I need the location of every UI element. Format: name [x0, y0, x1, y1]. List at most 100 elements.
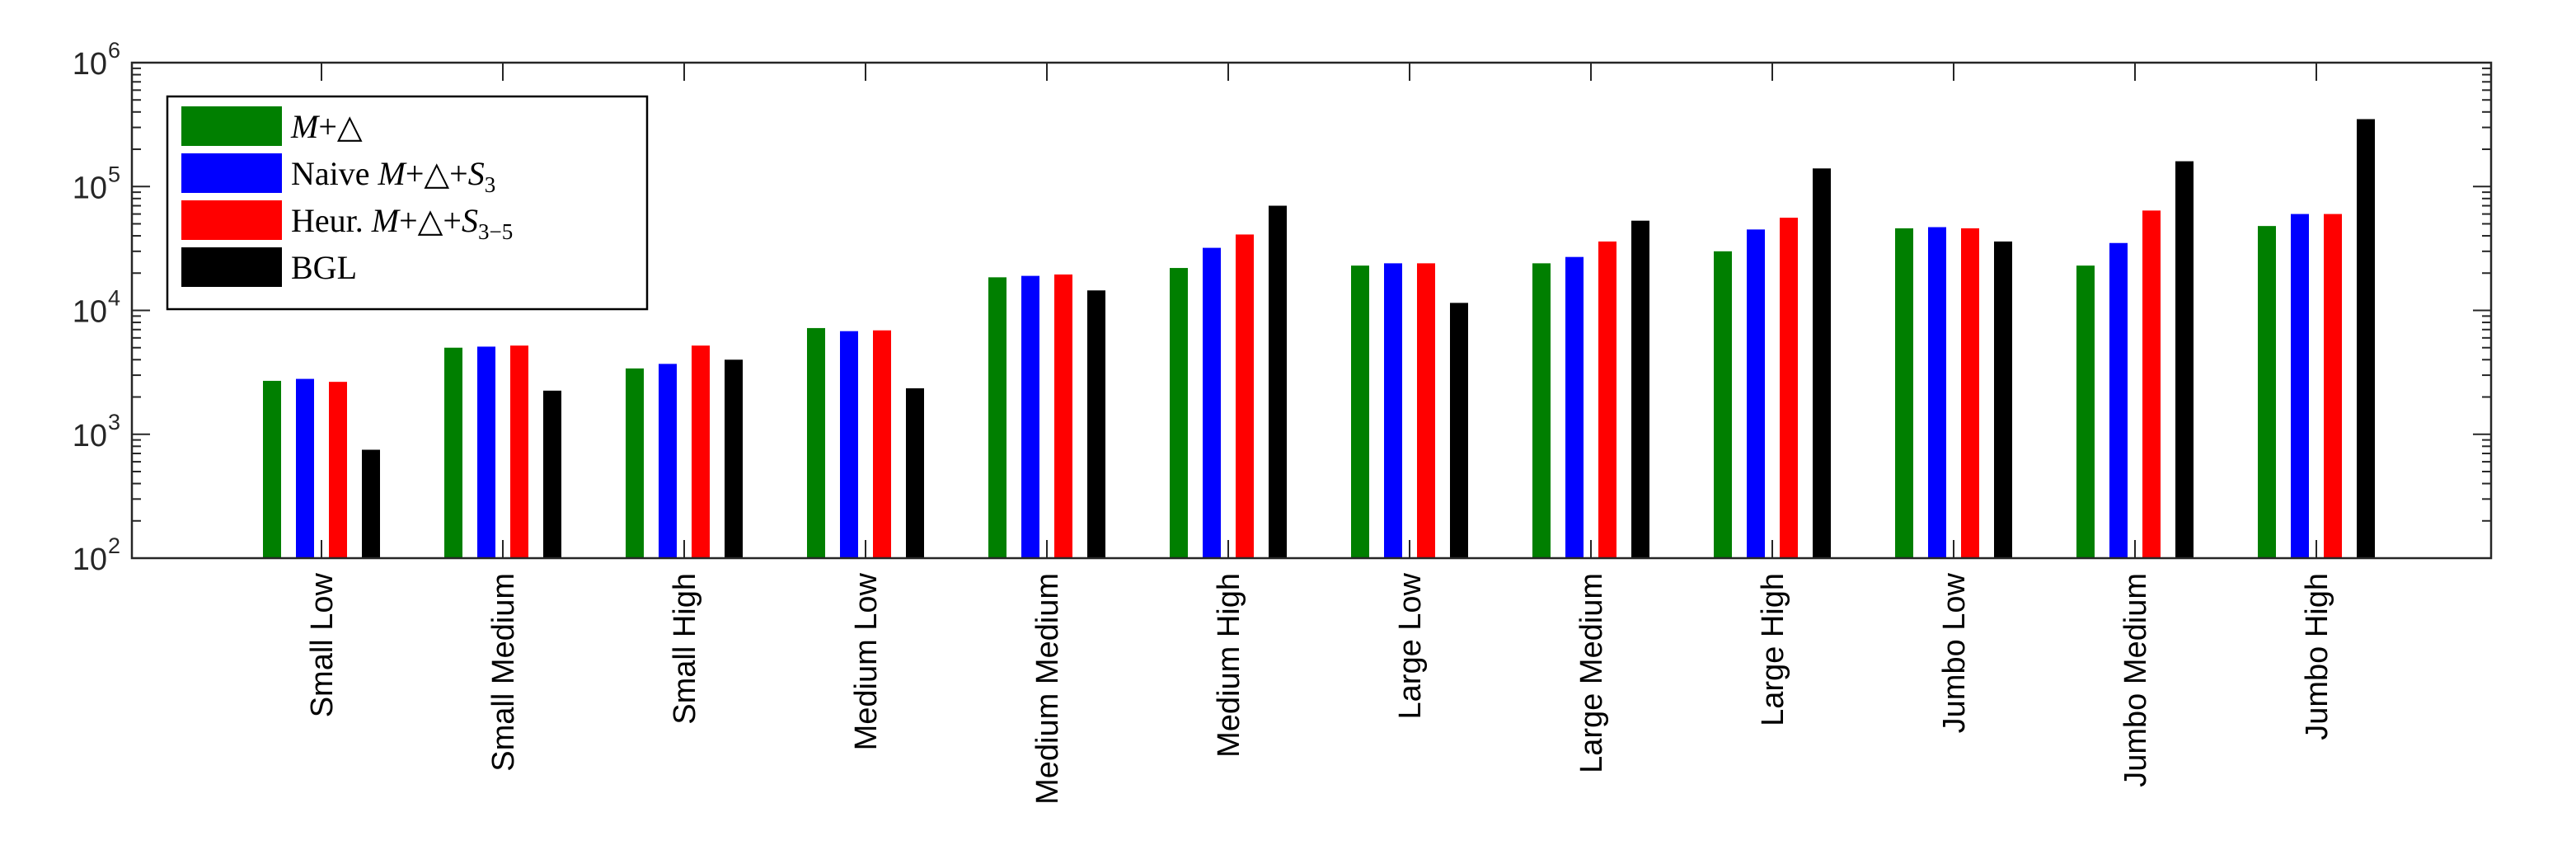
- bar: [2109, 242, 2128, 558]
- y-tick-label: 10 3: [73, 410, 120, 453]
- legend-label-script: M: [290, 108, 321, 145]
- bar: [444, 347, 462, 558]
- bar: [873, 330, 891, 558]
- bar: [725, 359, 743, 558]
- bar: [1714, 251, 1732, 558]
- bar: [1961, 228, 1979, 558]
- bar: [1928, 227, 1946, 558]
- legend-swatch: [181, 153, 282, 193]
- bar: [1054, 274, 1072, 558]
- bar: [1895, 228, 1913, 558]
- y-tick-exponent: 4: [108, 286, 120, 311]
- x-tick-label: Large Low: [1393, 572, 1428, 719]
- bar: [807, 327, 825, 558]
- x-tick-label: Medium High: [1212, 573, 1246, 758]
- x-tick-label: Small High: [668, 573, 702, 725]
- y-tick-exponent: 2: [108, 533, 120, 558]
- y-tick-exponent: 6: [108, 38, 120, 63]
- bar: [2076, 265, 2095, 558]
- y-tick-label: 10 2: [73, 533, 120, 577]
- x-tick-label: Small Low: [305, 572, 340, 717]
- bar: [329, 382, 347, 558]
- x-tick-label: Jumbo Low: [1937, 572, 1972, 733]
- bar: [840, 331, 858, 558]
- legend-label-prefix: Naive: [291, 155, 378, 192]
- legend-label: BGL: [291, 249, 357, 286]
- bar: [1236, 234, 1254, 558]
- bar: [2258, 226, 2276, 558]
- y-tick-label: 10 5: [73, 162, 120, 205]
- legend-swatch: [181, 200, 282, 240]
- bars-layer: [263, 119, 2375, 559]
- bar: [1170, 268, 1188, 558]
- y-tick-base: 10: [73, 542, 107, 577]
- bar: [1813, 168, 1831, 559]
- legend-label-prefix: BGL: [291, 249, 357, 286]
- bar: [543, 390, 561, 558]
- bar: [2142, 210, 2161, 558]
- bar: [1351, 265, 1369, 558]
- y-tick-base: 10: [73, 419, 107, 453]
- bar: [692, 345, 710, 558]
- bar: [263, 380, 281, 558]
- x-tick-label: Medium Low: [849, 572, 884, 750]
- y-tick-label: 10 4: [73, 286, 120, 330]
- y-tick-base: 10: [73, 171, 107, 205]
- bar: [2324, 214, 2342, 558]
- y-tick-label: 10 6: [73, 38, 120, 82]
- legend-label-prefix: Heur.: [291, 202, 372, 239]
- bar: [988, 277, 1006, 558]
- x-tick-label: Medium Medium: [1030, 573, 1065, 805]
- legend-label-script: M: [378, 155, 408, 192]
- bar: [1565, 256, 1584, 558]
- legend-label-ops: +△+: [406, 155, 468, 192]
- legend-label: Naive M+△+S3: [291, 155, 495, 197]
- legend-swatch: [181, 247, 282, 287]
- x-tick-label: Jumbo Medium: [2119, 573, 2153, 787]
- legend-label: Heur. M+△+S3−5: [291, 202, 513, 244]
- y-tick-base: 10: [73, 295, 107, 330]
- legend-label-ops: +△+: [399, 202, 462, 239]
- bar: [2357, 119, 2375, 558]
- bar: [1021, 275, 1039, 558]
- x-tick-label: Jumbo High: [2300, 573, 2334, 740]
- bar: [1203, 247, 1221, 558]
- bar: [477, 346, 495, 558]
- bar: [1417, 263, 1435, 558]
- bar: [296, 378, 314, 558]
- legend-label-subscript: 3−5: [478, 219, 513, 244]
- bar: [362, 449, 380, 558]
- bar: [1780, 218, 1798, 558]
- bar: [1532, 263, 1551, 558]
- bar: [659, 364, 677, 558]
- bar: [626, 368, 644, 558]
- bar: [2291, 214, 2309, 558]
- y-tick-base: 10: [73, 47, 107, 82]
- bar: [1384, 263, 1402, 558]
- bar: [1087, 290, 1105, 558]
- legend-label-script2: S: [462, 202, 478, 239]
- bar: [1631, 220, 1649, 558]
- legend-label-subscript: 3: [485, 172, 496, 197]
- bar: [1994, 241, 2012, 558]
- bar: [1598, 241, 1616, 558]
- legend-label-script: M: [371, 202, 401, 239]
- y-tick-exponent: 5: [108, 162, 120, 186]
- x-tick-label: Large High: [1756, 573, 1790, 726]
- y-tick-exponent: 3: [108, 410, 120, 434]
- legend-label-ops: +△: [318, 108, 363, 145]
- bar: [906, 387, 924, 558]
- bar: [1747, 229, 1765, 558]
- bar: [1450, 303, 1468, 558]
- x-tick-label: Small Medium: [486, 573, 521, 772]
- legend-label: M+△: [290, 108, 363, 145]
- bar: [510, 345, 528, 558]
- legend-swatch: [181, 106, 282, 146]
- bar: [2175, 161, 2194, 558]
- bar: [1269, 205, 1287, 558]
- x-tick-label: Large Medium: [1574, 573, 1609, 773]
- legend-label-script2: S: [468, 155, 485, 192]
